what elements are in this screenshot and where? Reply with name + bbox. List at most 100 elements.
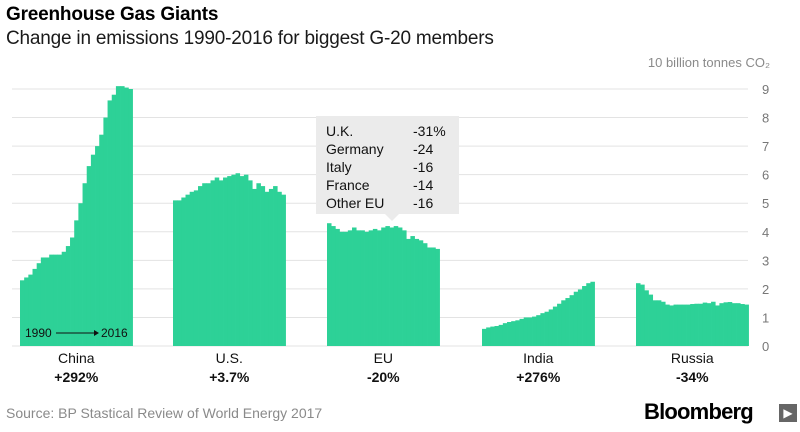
area-step: [486, 327, 491, 346]
area-step: [252, 188, 257, 346]
area-step: [702, 302, 708, 346]
area-step: [339, 231, 345, 346]
area-step: [103, 117, 108, 346]
y-tick-label: 7: [762, 139, 769, 154]
area-step: [727, 302, 733, 346]
area-step: [435, 248, 440, 346]
area-step: [644, 290, 649, 346]
callout-item-value: -24: [413, 141, 433, 157]
category-label: U.S.: [216, 350, 243, 366]
area-step: [202, 183, 207, 346]
chart-title: Greenhouse Gas Giants: [6, 4, 219, 25]
area-step: [694, 303, 699, 346]
area-step: [681, 304, 687, 346]
y-tick-label: 2: [762, 282, 769, 297]
area-step: [677, 304, 683, 346]
area-step: [406, 238, 411, 346]
area-step: [256, 183, 261, 346]
callout-item-value: -31%: [413, 123, 446, 139]
area-step: [277, 191, 282, 346]
play-icon: ▶: [779, 404, 797, 422]
y-tick-label: 4: [762, 225, 769, 240]
category-labels: China +292% U.S. +3.7% EU -20% India +276% Russi…: [54, 350, 714, 385]
area-step: [536, 315, 541, 346]
area-step: [648, 294, 654, 346]
area-step: [198, 186, 203, 346]
area-step: [418, 240, 424, 346]
category-label: China: [58, 350, 95, 366]
area-step: [731, 303, 737, 346]
y-tick-label: 0: [762, 339, 769, 354]
area-step: [515, 320, 520, 346]
area-step: [65, 246, 71, 346]
area-step: [548, 309, 554, 346]
area-step: [231, 174, 236, 346]
area-step: [107, 100, 113, 346]
area-step: [494, 326, 500, 346]
y-tick-label: 5: [762, 196, 769, 211]
area-step: [590, 281, 595, 346]
y-axis-ticks: 0 1 2 3 4 5 6 7 8 9: [762, 82, 769, 354]
area-step: [427, 247, 432, 346]
area-step: [552, 306, 558, 346]
area-step: [239, 176, 245, 346]
area-step: [511, 321, 516, 346]
area-step: [74, 220, 79, 346]
area-step: [214, 177, 220, 346]
y-tick-label: 3: [762, 253, 769, 268]
source-note: Source: BP Stastical Review of World Ene…: [6, 405, 323, 421]
area-step: [260, 186, 266, 346]
area-step: [223, 177, 228, 346]
area-step: [268, 188, 274, 346]
area-step: [235, 173, 241, 346]
area-step: [636, 283, 641, 346]
area-step: [95, 146, 100, 346]
area-step: [544, 311, 550, 346]
area-step: [281, 194, 286, 346]
change-label: -34%: [676, 369, 709, 385]
area-step: [669, 305, 674, 346]
area-step: [347, 230, 353, 346]
eu-breakdown-callout: U.K. -31% Germany -24 Italy -16 France -14 Other…: [316, 116, 459, 221]
area-step: [248, 180, 253, 346]
series-eu: [327, 223, 440, 346]
area-step: [210, 180, 216, 346]
area-step: [414, 238, 420, 346]
area-step: [715, 305, 720, 346]
area-step: [389, 227, 395, 346]
area-step: [690, 304, 695, 346]
area-step: [218, 180, 224, 346]
callout-item-value: -16: [413, 159, 433, 175]
area-step: [502, 323, 508, 346]
area-step: [385, 226, 390, 346]
area-step: [57, 254, 63, 346]
area-step: [402, 230, 407, 346]
area-step: [686, 304, 691, 346]
area-step: [335, 228, 340, 346]
area-step: [652, 300, 658, 346]
area-step: [128, 89, 133, 346]
area-step: [173, 200, 178, 346]
area-step: [723, 302, 729, 346]
area-step: [243, 174, 249, 346]
area-step: [381, 227, 386, 346]
area-step: [356, 230, 361, 346]
area-step: [115, 86, 121, 346]
area-step: [206, 183, 211, 346]
callout-box: [316, 116, 459, 214]
area-step: [540, 313, 545, 346]
area-step: [189, 191, 195, 346]
area-step: [656, 300, 662, 346]
category-label: EU: [374, 350, 393, 366]
callout-item-label: Italy: [326, 159, 352, 175]
area-step: [582, 286, 587, 346]
series-india: [482, 281, 595, 346]
series-areas: [20, 86, 749, 347]
area-step: [490, 326, 495, 346]
area-step: [532, 316, 537, 346]
area-step: [120, 86, 125, 346]
callout-item-label: Germany: [326, 141, 384, 157]
area-step: [519, 318, 525, 346]
callout-item-label: Other EU: [326, 195, 384, 211]
